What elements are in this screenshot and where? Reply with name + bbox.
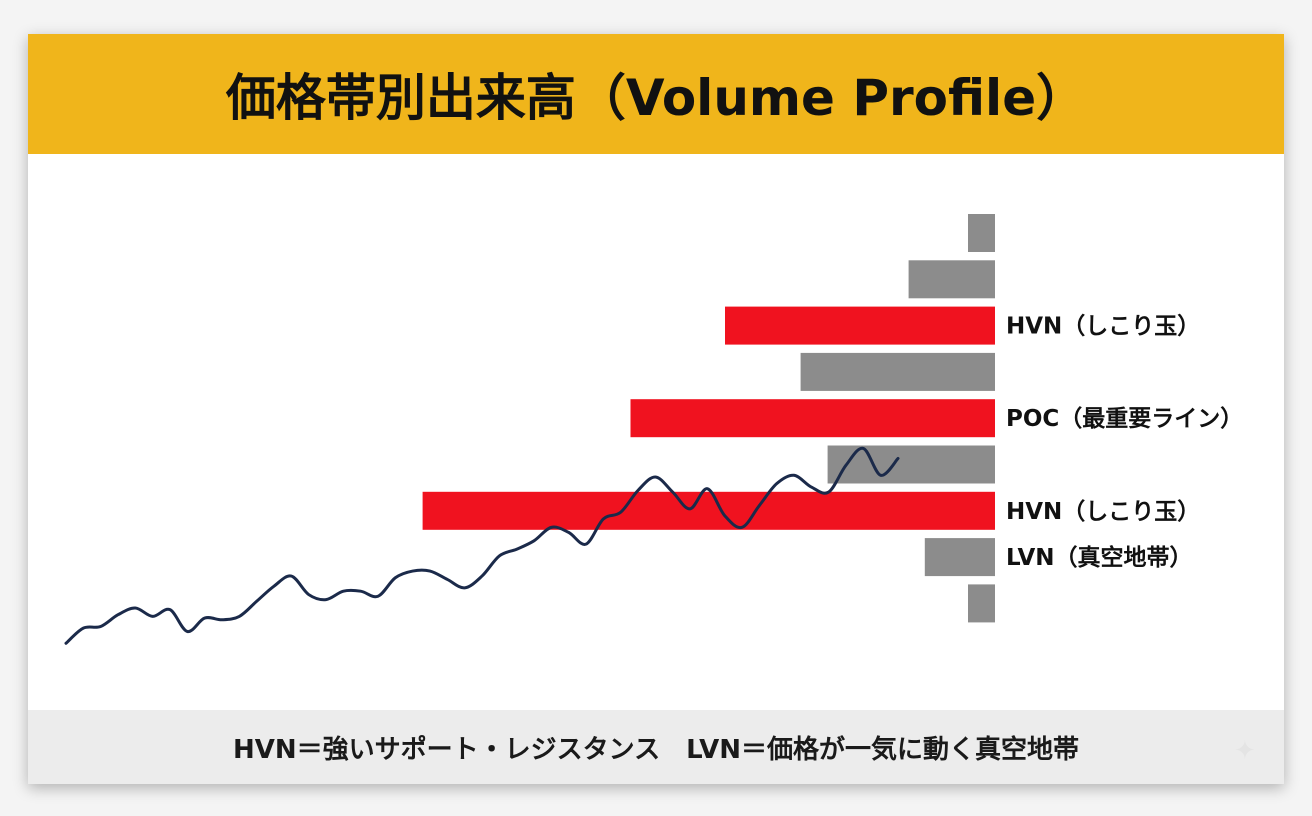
sparkle-icon: ✦ — [1234, 736, 1256, 766]
volume-profile-chart: HVN（しこり玉） POC（最重要ライン） HVN（しこり玉） LVN（真空地帯） — [64, 214, 1243, 645]
price-line-layer — [64, 446, 900, 645]
bar-label-2: HVN（しこり玉） — [1006, 313, 1200, 340]
hvn-bar-6 — [422, 491, 996, 530]
price-line — [64, 446, 900, 645]
volume-bar-8 — [968, 584, 995, 623]
volume-bar-3 — [800, 352, 995, 391]
volume-bar-0 — [968, 214, 995, 252]
title-banner: 価格帯別出来高（Volume Profile） — [28, 34, 1284, 154]
volume-bars — [422, 214, 996, 623]
volume-bar-7 — [924, 538, 995, 577]
chart-title: 価格帯別出来高（Volume Profile） — [225, 69, 1087, 127]
hvn-bar-2 — [725, 306, 995, 345]
bar-label-6: HVN（しこり玉） — [1006, 498, 1200, 525]
chart-card: 価格帯別出来高（Volume Profile） HVN（しこり玉） POC（最重要… — [28, 34, 1284, 784]
bar-label-7: LVN（真空地帯） — [1006, 544, 1193, 571]
bar-labels: HVN（しこり玉） POC（最重要ライン） HVN（しこり玉） LVN（真空地帯） — [1006, 313, 1243, 571]
footer-note: HVN＝強いサポート・レジスタンス LVN＝価格が一気に動く真空地帯 — [233, 734, 1079, 765]
footer-banner: HVN＝強いサポート・レジスタンス LVN＝価格が一気に動く真空地帯 — [28, 710, 1284, 784]
hvn-bar-4 — [630, 399, 995, 438]
volume-bar-5 — [827, 445, 995, 484]
volume-bar-1 — [908, 260, 995, 299]
bar-label-4: POC（最重要ライン） — [1006, 405, 1243, 432]
